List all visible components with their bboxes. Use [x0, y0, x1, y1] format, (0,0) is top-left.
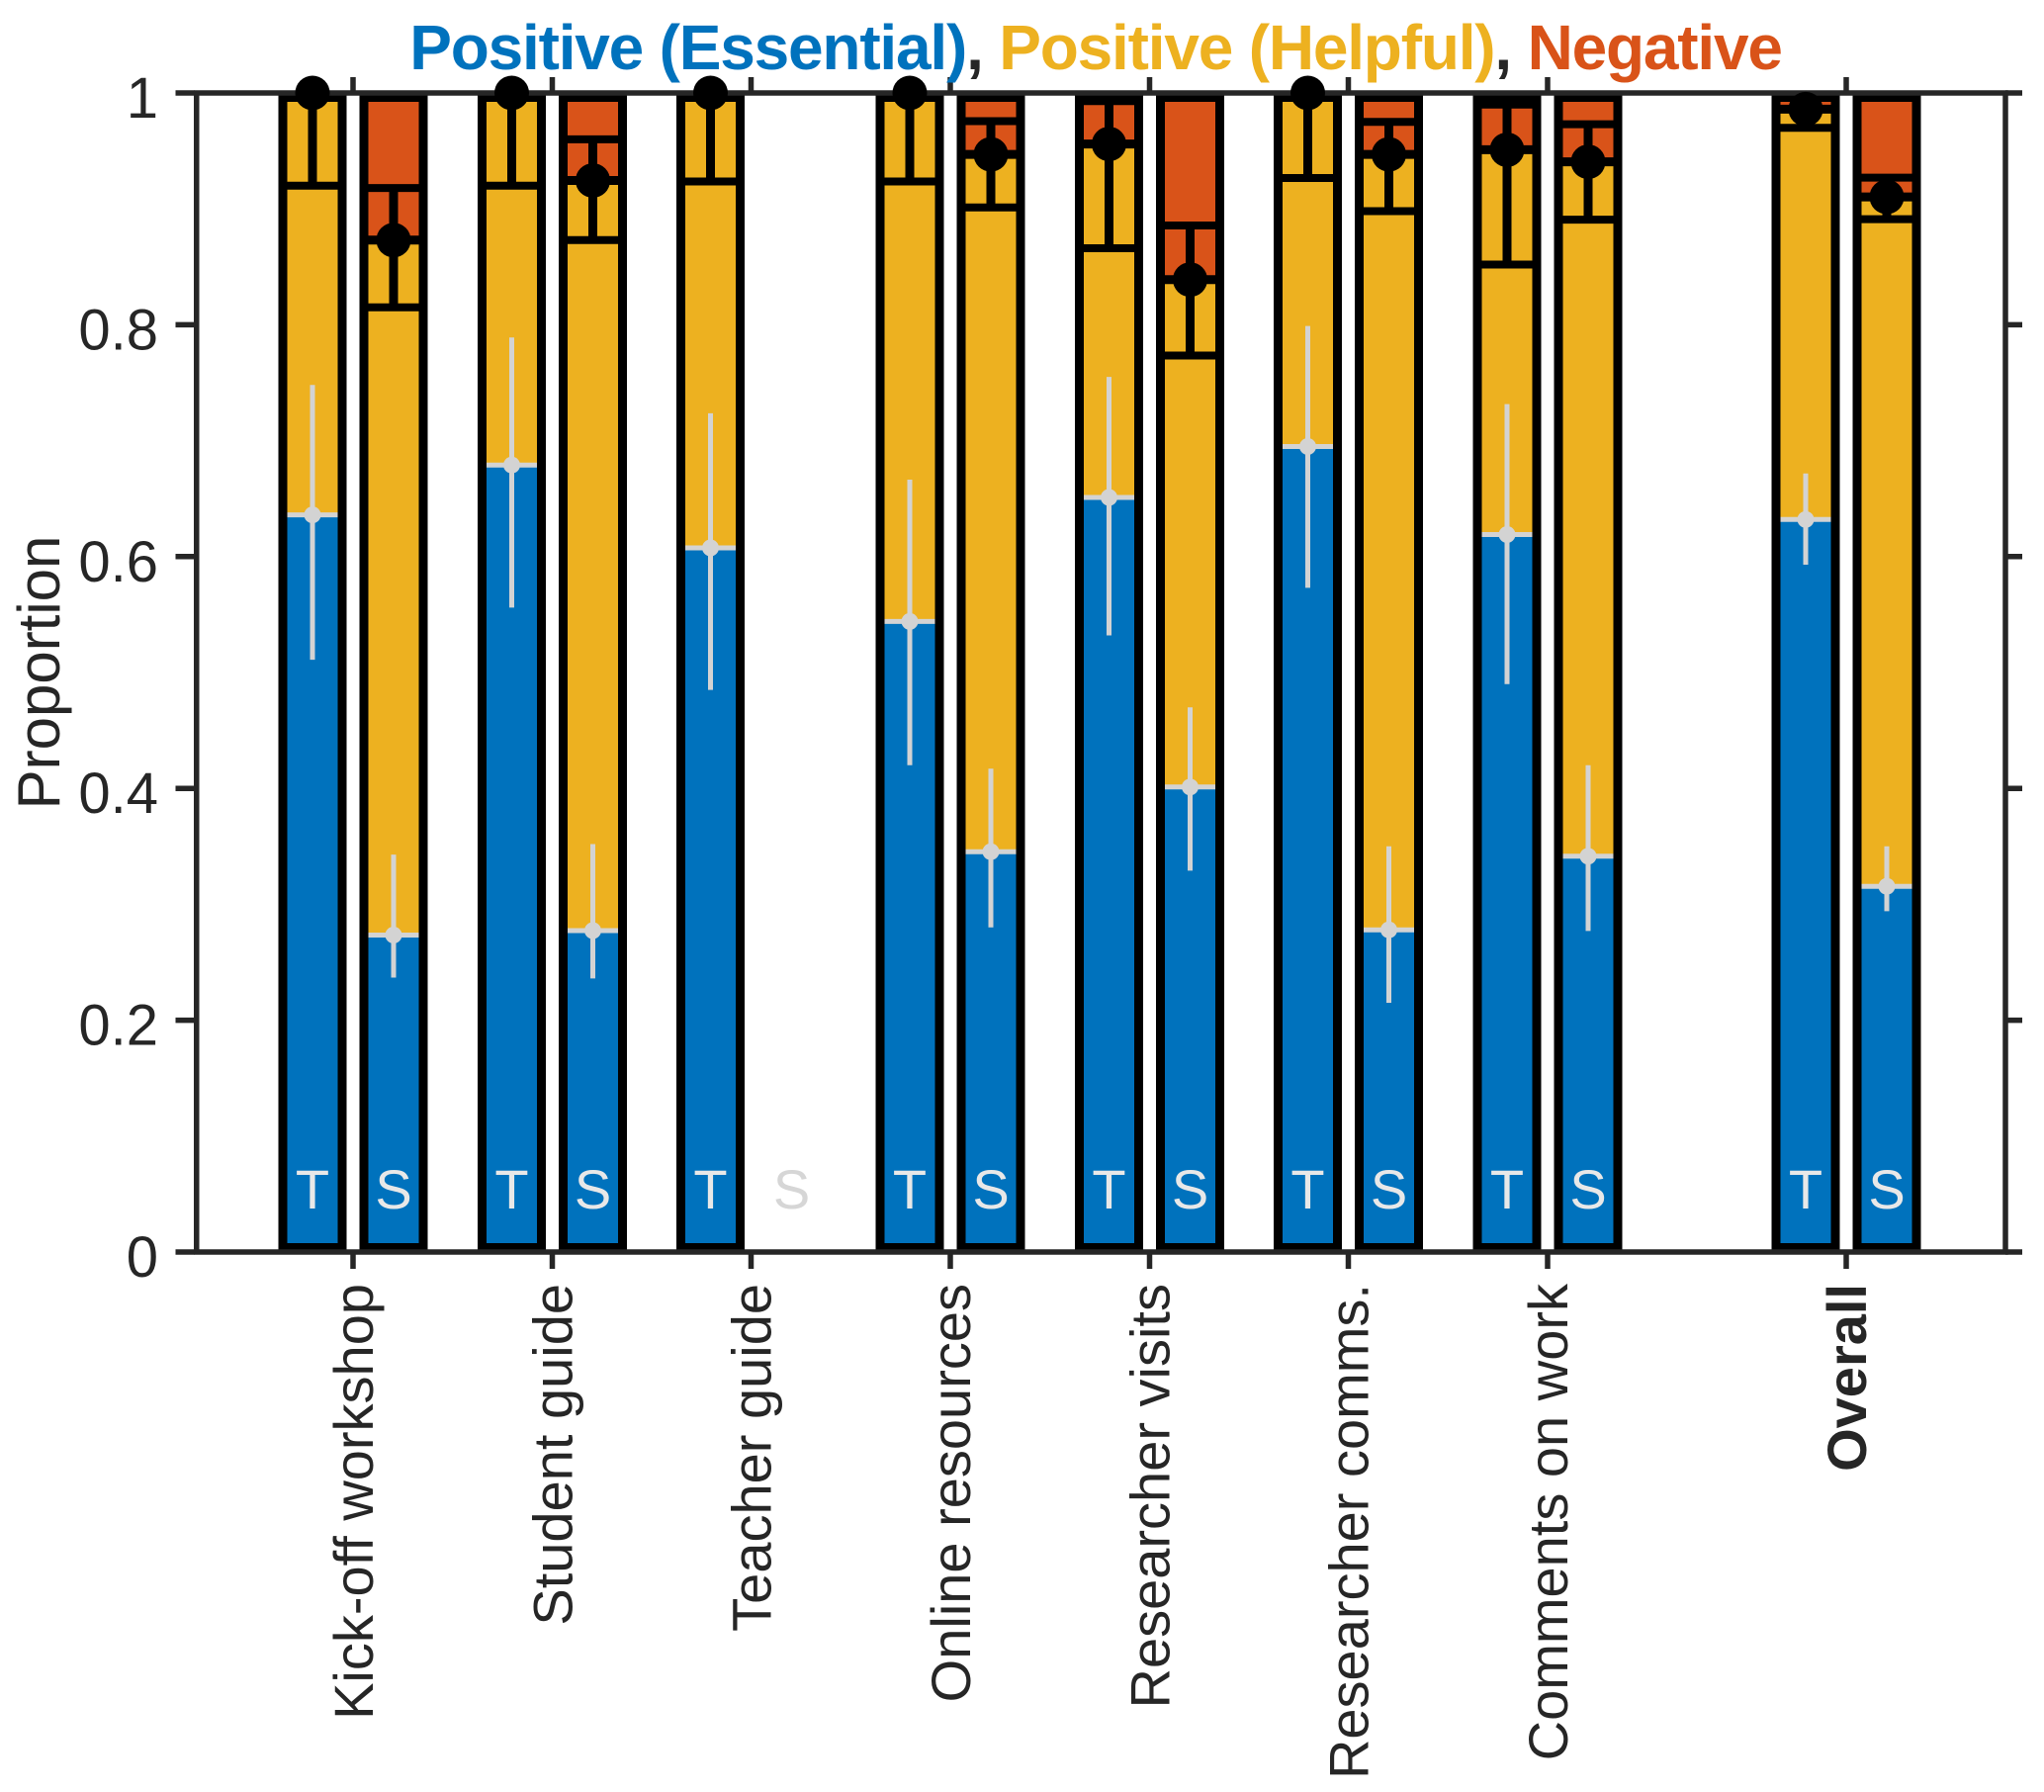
- svg-text:S: S: [375, 1158, 411, 1220]
- svg-text:T: T: [494, 1158, 528, 1220]
- svg-text:0: 0: [127, 1225, 158, 1290]
- svg-text:Overall: Overall: [1816, 1284, 1878, 1472]
- svg-text:Positive (Essential), Positive: Positive (Essential), Positive (Helpful)…: [409, 12, 1782, 83]
- svg-text:Researcher visits: Researcher visits: [1119, 1284, 1182, 1708]
- svg-text:S: S: [1569, 1158, 1606, 1220]
- svg-text:T: T: [296, 1158, 329, 1220]
- svg-text:S: S: [575, 1158, 611, 1220]
- svg-text:0.6: 0.6: [78, 530, 158, 594]
- svg-text:T: T: [893, 1158, 927, 1220]
- svg-text:S: S: [1172, 1158, 1208, 1220]
- svg-text:Comments on work: Comments on work: [1517, 1283, 1579, 1760]
- svg-text:T: T: [1789, 1158, 1822, 1220]
- svg-text:Student guide: Student guide: [522, 1284, 584, 1626]
- svg-text:T: T: [1290, 1158, 1324, 1220]
- svg-text:S: S: [1868, 1158, 1905, 1220]
- svg-text:Online resources: Online resources: [920, 1284, 982, 1702]
- svg-text:Proportion: Proportion: [6, 536, 72, 810]
- svg-text:0.2: 0.2: [78, 994, 158, 1058]
- svg-text:1: 1: [127, 66, 158, 131]
- svg-text:Kick-off workshop: Kick-off workshop: [322, 1284, 385, 1720]
- svg-text:S: S: [773, 1158, 810, 1220]
- svg-text:S: S: [1371, 1158, 1407, 1220]
- svg-text:Teacher guide: Teacher guide: [721, 1284, 783, 1632]
- svg-text:0.4: 0.4: [78, 762, 158, 826]
- svg-text:T: T: [693, 1158, 727, 1220]
- svg-text:S: S: [972, 1158, 1009, 1220]
- svg-text:T: T: [1490, 1158, 1524, 1220]
- svg-text:Researcher comms.: Researcher comms.: [1318, 1284, 1380, 1779]
- svg-text:T: T: [1092, 1158, 1125, 1220]
- svg-text:0.8: 0.8: [78, 298, 158, 362]
